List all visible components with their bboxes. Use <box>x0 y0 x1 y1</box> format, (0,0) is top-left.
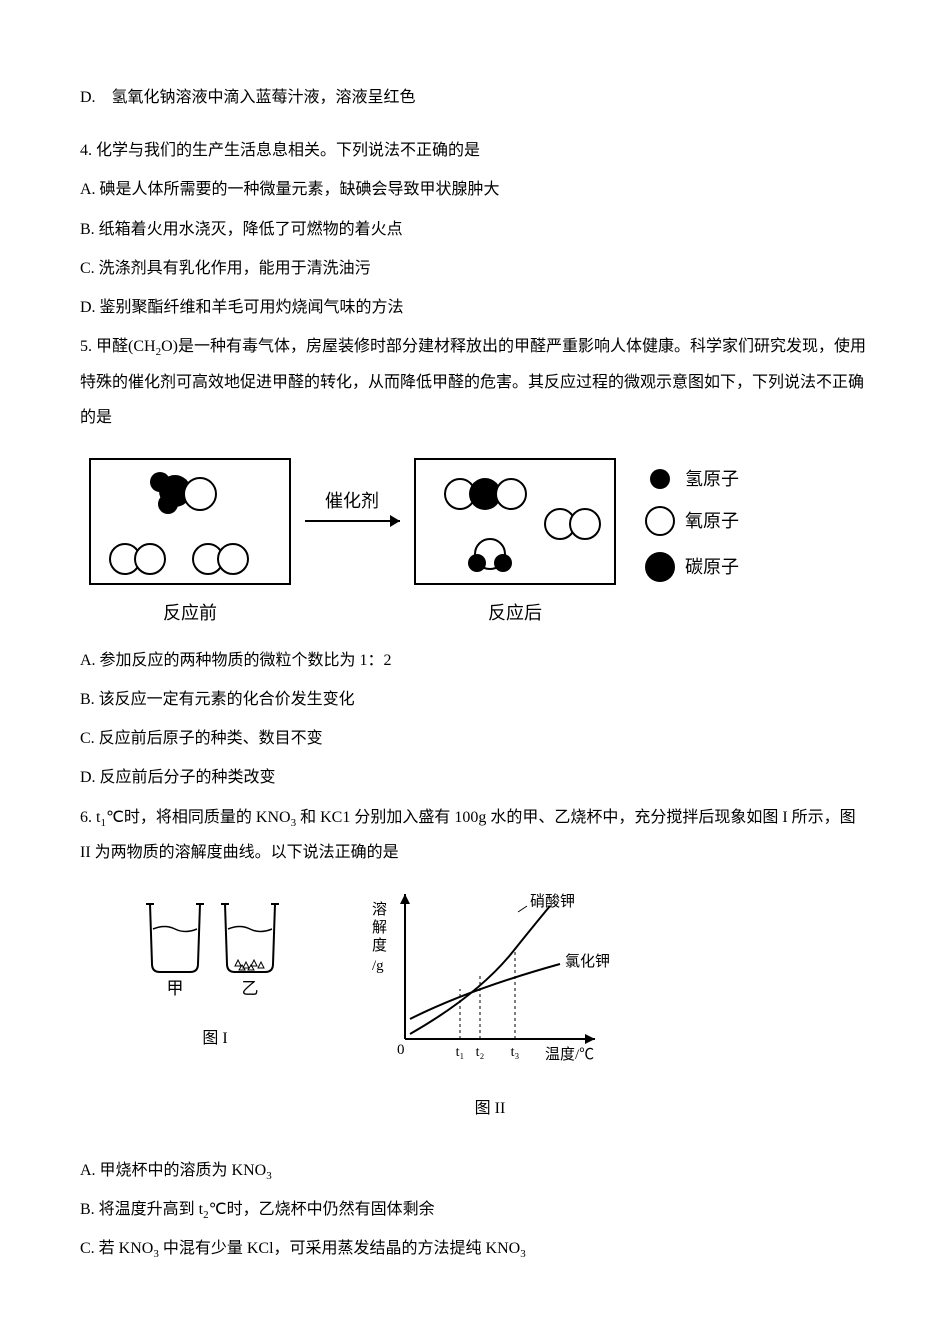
svg-text:解: 解 <box>372 919 387 936</box>
q6-a-p1: A. 甲烧杯中的溶质为 KNO <box>80 1162 266 1179</box>
after-label: 反应后 <box>488 603 542 623</box>
q6-a-sub: 3 <box>266 1170 272 1182</box>
q6-b-p1: B. 将温度升高到 t <box>80 1201 203 1218</box>
curve2-label: 氯化钾 <box>565 953 610 970</box>
catalyst-label: 催化剂 <box>325 491 379 511</box>
q4-stem: 4. 化学与我们的生产生活息息相关。下列说法不正确的是 <box>80 133 870 168</box>
legend-o: 氧原子 <box>685 511 739 531</box>
svg-text:溶: 溶 <box>372 901 387 918</box>
figure1-caption: 图 I <box>140 1021 290 1056</box>
svg-text:t₁: t₁ <box>456 1045 465 1060</box>
beaker2-label: 乙 <box>242 979 259 998</box>
q4-option-d: D. 鉴别聚酯纤维和羊毛可用灼烧闻气味的方法 <box>80 290 870 325</box>
q6-figures: 甲 乙 图 I 0 <box>140 884 870 1126</box>
q6-c-p1: C. 若 KNO <box>80 1240 153 1257</box>
before-label: 反应前 <box>163 603 217 623</box>
q5-option-b: B. 该反应一定有元素的化合价发生变化 <box>80 682 870 717</box>
curve1-label: 硝酸钾 <box>530 893 575 910</box>
q6-stem: 6. t1℃时，将相同质量的 KNO3 和 KC1 分别加入盛有 100g 水的… <box>80 800 870 871</box>
legend-c: 碳原子 <box>685 557 739 577</box>
q6-stem-p1: 6. t <box>80 809 100 826</box>
x-axis-label: 温度/℃ <box>545 1046 594 1063</box>
q6-b-p2: ℃时，乙烧杯中仍然有固体剩余 <box>209 1201 435 1218</box>
q5-option-a: A. 参加反应的两种物质的微粒个数比为 1：2 <box>80 643 870 678</box>
svg-text:t₂: t₂ <box>476 1045 485 1060</box>
svg-text:t₃: t₃ <box>511 1045 520 1060</box>
q5-stem-part2: O)是一种有毒气体，房屋装修时部分建材释放出的甲醛严重影响人体健康。科学家们研究… <box>80 338 866 426</box>
svg-text:度: 度 <box>372 937 387 954</box>
q6-figure2: 0 溶 解 度 /g 温度/℃ t₁ t₂ t₃ 氯化钾 硝酸钾 图 II <box>360 884 620 1126</box>
q6-figure1: 甲 乙 图 I <box>140 884 290 1056</box>
legend-h: 氢原子 <box>685 469 739 489</box>
q3-option-d: D. 氢氧化钠溶液中滴入蓝莓汁液，溶液呈红色 <box>80 80 870 115</box>
figure2-caption: 图 II <box>360 1091 620 1126</box>
q4-option-c: C. 洗涤剂具有乳化作用，能用于清洗油污 <box>80 251 870 286</box>
q4-option-b: B. 纸箱着火用水浇灭，降低了可燃物的着火点 <box>80 212 870 247</box>
q5-option-d: D. 反应前后分子的种类改变 <box>80 760 870 795</box>
q6-c-p2: 中混有少量 KCl，可采用蒸发结晶的方法提纯 KNO <box>159 1240 520 1257</box>
q6-c-sub2: 3 <box>520 1249 526 1261</box>
q6-option-c: C. 若 KNO3 中混有少量 KCl，可采用蒸发结晶的方法提纯 KNO3 <box>80 1231 870 1266</box>
q6-option-a: A. 甲烧杯中的溶质为 KNO3 <box>80 1153 870 1188</box>
q6-option-b: B. 将温度升高到 t2℃时，乙烧杯中仍然有固体剩余 <box>80 1192 870 1227</box>
q6-stem-p2: ℃时，将相同质量的 KNO <box>106 809 291 826</box>
beaker1-label: 甲 <box>167 979 184 998</box>
q5-stem: 5. 甲醛(CH2O)是一种有毒气体，房屋装修时部分建材释放出的甲醛严重影响人体… <box>80 329 870 435</box>
q5-stem-part1: 5. 甲醛(CH <box>80 338 156 355</box>
svg-text:0: 0 <box>397 1042 405 1058</box>
q4-option-a: A. 碘是人体所需要的一种微量元素，缺碘会导致甲状腺肿大 <box>80 172 870 207</box>
svg-text:/g: /g <box>372 958 384 974</box>
q5-diagram: 催化剂 氢原子 氧原子 碳原子 反应前 反应后 <box>80 449 870 629</box>
q5-option-c: C. 反应前后原子的种类、数目不变 <box>80 721 870 756</box>
